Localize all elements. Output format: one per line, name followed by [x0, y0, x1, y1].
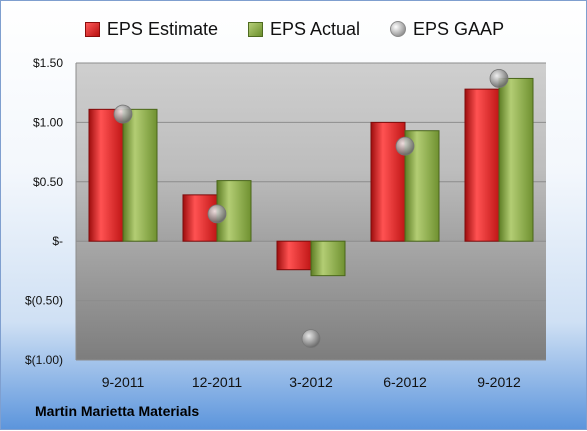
bar-eps-estimate	[88, 108, 124, 242]
company-name: Martin Marietta Materials	[35, 403, 200, 419]
x-tick-label: 12-2011	[192, 374, 243, 390]
point-eps-gaap	[301, 329, 321, 349]
y-tick-label: $1.00	[33, 115, 63, 129]
y-tick-label: $-	[52, 234, 63, 248]
legend-swatch-actual	[247, 21, 263, 37]
legend-swatch-gaap	[390, 21, 407, 37]
bar-eps-estimate	[276, 240, 312, 271]
bar-eps-actual	[498, 77, 534, 242]
legend-swatch-estimate	[84, 21, 100, 37]
legend-label-estimate: EPS Estimate	[106, 18, 218, 39]
point-eps-gaap	[113, 104, 133, 124]
legend-label-actual: EPS Actual	[269, 18, 361, 39]
point-eps-gaap	[207, 204, 227, 224]
legend-label-gaap: EPS GAAP	[413, 18, 505, 39]
point-eps-gaap	[489, 69, 509, 88]
legend: EPS Estimate EPS Actual EPS GAAP	[1, 15, 587, 43]
x-tick-label: 3-2012	[289, 374, 333, 390]
y-tick-label: $1.50	[33, 56, 63, 70]
bar-eps-estimate	[464, 88, 500, 242]
legend-item-gaap: EPS GAAP	[390, 19, 504, 40]
y-tick-label: $0.50	[33, 175, 63, 189]
bar-eps-actual	[310, 240, 346, 277]
bar-eps-actual	[122, 108, 158, 242]
y-tick-label: $(1.00)	[25, 353, 63, 367]
y-tick-label: $(0.50)	[25, 294, 63, 308]
legend-item-actual: EPS Actual	[247, 18, 361, 40]
x-tick-label: 9-2012	[477, 374, 521, 390]
x-tick-label: 6-2012	[383, 374, 427, 390]
x-tick-label: 9-2011	[102, 374, 145, 390]
legend-item-estimate: EPS Estimate	[84, 18, 218, 40]
point-eps-gaap	[395, 136, 415, 156]
